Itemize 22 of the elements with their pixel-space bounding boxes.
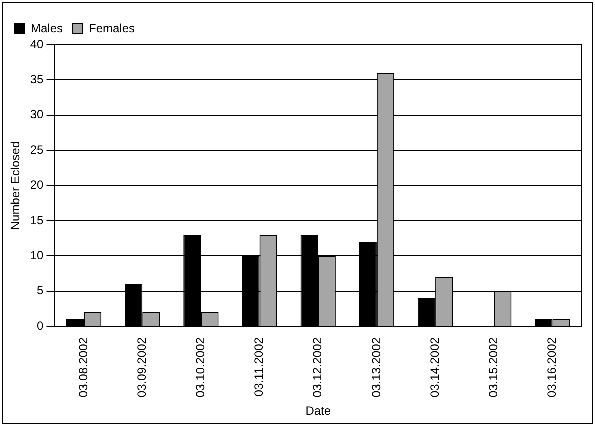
y-tick-label: 30: [30, 108, 44, 122]
x-tick-label: 03.11.2002: [252, 337, 266, 397]
y-tick-label: 35: [30, 72, 44, 87]
legend-label: Males: [31, 21, 64, 36]
y-tick-label: 5: [37, 284, 44, 298]
x-tick-label: 03.10.2002: [194, 337, 208, 398]
x-tick-label: 03.15.2002: [486, 337, 500, 398]
x-axis-title: Date: [306, 404, 332, 418]
y-tick-label: 40: [30, 37, 44, 52]
legend-label: Females: [89, 21, 136, 36]
x-tick-label: 03.16.2002: [545, 337, 560, 398]
y-axis-title: Number Eclosed: [8, 141, 23, 230]
y-tick-label: 25: [30, 142, 44, 157]
x-tick-label: 03.13.2002: [369, 337, 384, 398]
x-tick-label: 03.09.2002: [134, 337, 149, 398]
x-tick-label: 03.12.2002: [310, 337, 325, 398]
y-tick-label: 20: [30, 178, 44, 192]
x-tick-label: 03.14.2002: [428, 337, 442, 398]
y-tick-label: 10: [30, 248, 44, 262]
x-tick-label: 03.08.2002: [76, 337, 90, 398]
y-tick-label: 0: [37, 318, 44, 333]
y-tick-label: 15: [30, 213, 44, 228]
